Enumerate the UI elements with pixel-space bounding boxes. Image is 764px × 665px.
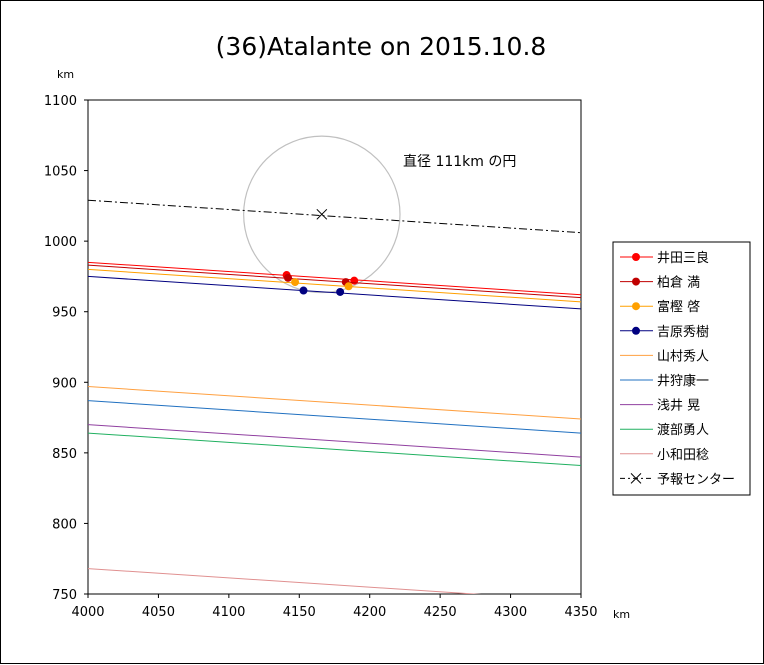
y-tick-label: 1100 <box>44 94 77 109</box>
y-tick-label: 800 <box>52 517 77 532</box>
series-line-2 <box>88 264 581 299</box>
series-line-10 <box>88 199 581 234</box>
legend-label-5: 山村秀人 <box>657 349 709 364</box>
legend-marker-4 <box>632 326 640 335</box>
series-line-6 <box>88 400 581 434</box>
data-point-3 <box>344 282 353 291</box>
y-tick-label: 1000 <box>44 235 77 250</box>
data-point-1 <box>350 276 359 285</box>
legend-label-4: 吉原秀樹 <box>657 325 709 340</box>
series-line-9 <box>88 568 482 594</box>
x-tick-label: 4000 <box>71 605 104 620</box>
x-tick-label: 4150 <box>283 605 316 620</box>
legend-label-1: 井田三良 <box>657 250 709 266</box>
series-line-4 <box>88 275 581 310</box>
data-point-4 <box>299 286 308 295</box>
legend-label-8: 渡部勇人 <box>657 422 709 438</box>
y-tick-label: 1050 <box>44 165 77 180</box>
data-point-2 <box>284 273 293 282</box>
legend-marker-2 <box>632 277 640 286</box>
x-tick-label: 4100 <box>212 605 245 620</box>
chart-title: (36)Atalante on 2015.10.8 <box>216 32 547 61</box>
asteroid-diameter-circle <box>243 135 401 294</box>
x-tick-label: 4200 <box>353 605 386 620</box>
y-tick-label: 950 <box>52 306 77 321</box>
legend-label-10: 予報センター <box>657 472 735 487</box>
legend-marker-x <box>630 473 642 484</box>
legend-label-6: 井狩康一 <box>657 373 709 389</box>
legend-label-9: 小和田稔 <box>657 448 709 463</box>
x-tick-label: 4250 <box>424 605 457 620</box>
y-axis: 750 800 850 900 950 1000 1050 1100 <box>44 94 88 603</box>
series-line-7 <box>88 424 581 458</box>
legend-label-3: 富樫 啓 <box>657 299 700 315</box>
data-point-3 <box>291 278 300 287</box>
x-tick-label: 4350 <box>564 605 597 620</box>
x-axis: 4000 4050 4100 4150 4200 4250 4300 4350 <box>71 594 598 620</box>
legend-label-2: 柏倉 満 <box>657 276 700 291</box>
circle-annotation: 直径 111km の円 <box>403 153 516 170</box>
plot-area <box>87 99 582 595</box>
series-line-3 <box>88 268 581 303</box>
plot-layer <box>88 135 581 594</box>
legend-label-7: 浅井 晃 <box>657 399 700 414</box>
y-tick-label: 900 <box>52 376 77 391</box>
legend-marker-1 <box>632 253 640 261</box>
y-tick-label: 750 <box>52 588 77 603</box>
x-axis-unit: km <box>613 608 630 621</box>
legend-marker-3 <box>632 302 640 311</box>
x-tick-label: 4300 <box>494 605 527 620</box>
series-line-8 <box>88 432 581 467</box>
prediction-center-marker <box>316 208 328 220</box>
series-line-5 <box>88 386 581 420</box>
series-line-1 <box>88 261 581 296</box>
data-point-4 <box>336 287 345 296</box>
y-tick-label: 850 <box>52 447 77 462</box>
x-tick-label: 4050 <box>142 605 175 620</box>
y-axis-unit: km <box>57 68 74 81</box>
